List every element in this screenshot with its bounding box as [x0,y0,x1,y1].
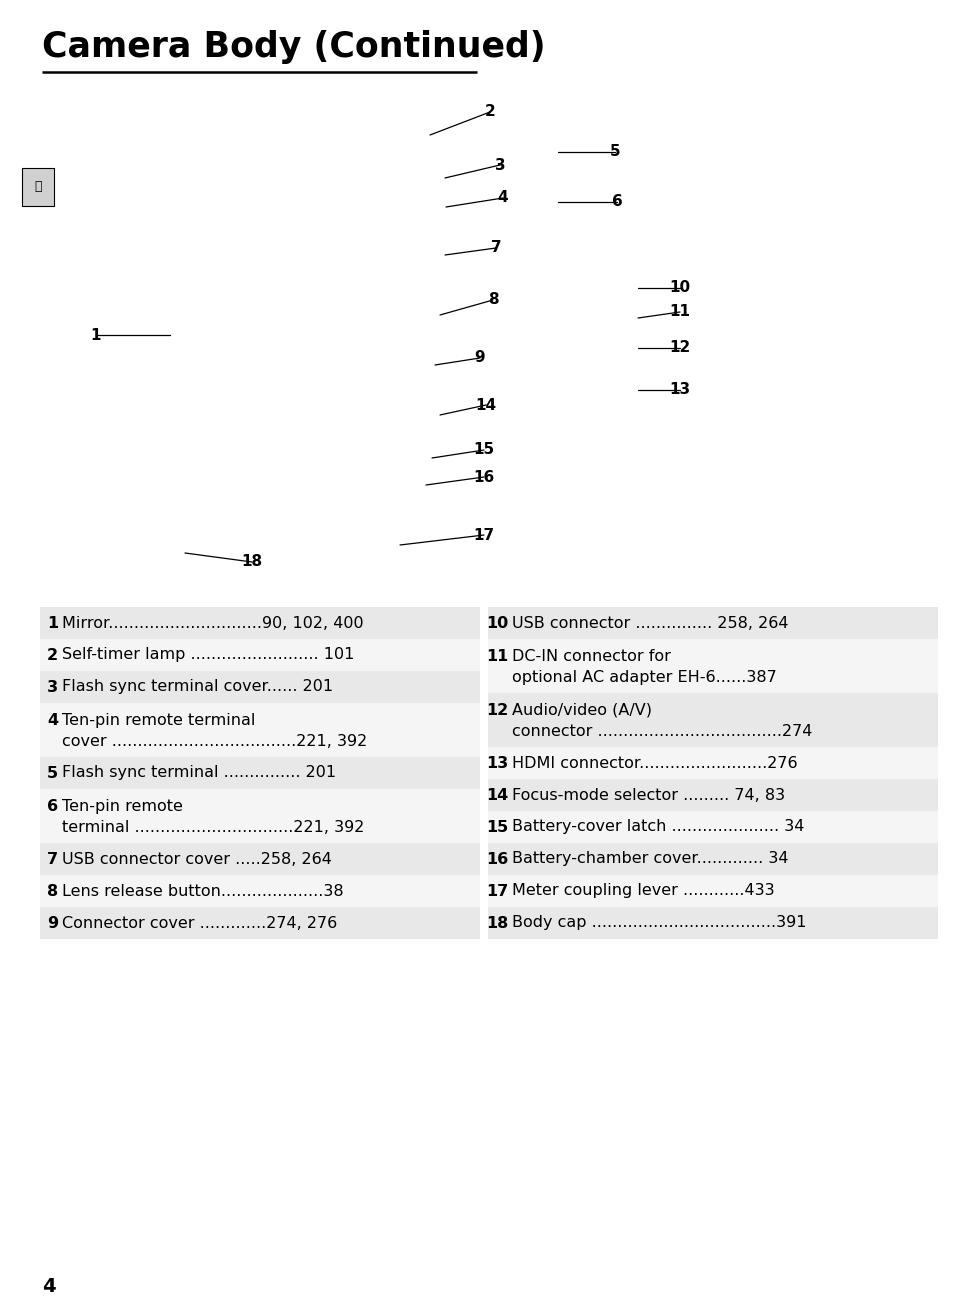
Text: 17: 17 [485,883,507,899]
Text: 1: 1 [47,615,58,631]
Bar [488,639,937,692]
Text: 3: 3 [495,158,505,172]
Bar [40,788,479,844]
Text: 14: 14 [485,787,507,803]
Text: 7: 7 [47,851,58,866]
Bar [22,168,54,206]
Text: 3: 3 [47,679,58,695]
Bar [488,875,937,907]
Text: HDMI connector.........................276: HDMI connector.........................2… [512,756,797,770]
Text: 6: 6 [611,194,621,209]
Bar [40,875,479,907]
Text: Connector cover .............274, 276: Connector cover .............274, 276 [62,916,337,930]
Text: 15: 15 [485,820,507,834]
Bar [488,746,937,779]
Text: 5: 5 [609,145,619,159]
Text: 15: 15 [473,443,494,457]
Text: 9: 9 [47,916,58,930]
Text: 4: 4 [42,1276,55,1296]
Text: 8: 8 [47,883,58,899]
Text: terminal ...............................221, 392: terminal ...............................… [62,820,364,836]
Text: 18: 18 [485,916,507,930]
Text: Focus-mode selector ......... 74, 83: Focus-mode selector ......... 74, 83 [512,787,784,803]
Bar [40,639,479,671]
Text: 1: 1 [91,327,101,343]
Bar [40,671,479,703]
Text: USB connector ............... 258, 264: USB connector ............... 258, 264 [512,615,788,631]
Text: USB connector cover .....258, 264: USB connector cover .....258, 264 [62,851,332,866]
Text: Flash sync terminal ............... 201: Flash sync terminal ............... 201 [62,766,335,781]
Text: Flash sync terminal cover...... 201: Flash sync terminal cover...... 201 [62,679,333,695]
Text: 16: 16 [473,469,494,485]
Text: 6: 6 [47,799,58,813]
Bar [40,607,479,639]
Text: Body cap ....................................391: Body cap ...............................… [512,916,805,930]
Text: 7: 7 [490,240,500,255]
Text: Battery-chamber cover............. 34: Battery-chamber cover............. 34 [512,851,788,866]
Text: 4: 4 [497,191,508,205]
Text: 13: 13 [485,756,507,770]
Bar [40,907,479,940]
Text: 13: 13 [669,382,690,398]
Text: Mirror..............................90, 102, 400: Mirror..............................90, … [62,615,363,631]
Text: Ten-pin remote terminal: Ten-pin remote terminal [62,712,255,728]
Text: 🔲: 🔲 [34,180,42,193]
Text: 14: 14 [475,398,497,413]
Text: 4: 4 [47,712,58,728]
Text: 2: 2 [484,105,495,120]
Bar [488,811,937,844]
Text: connector ....................................274: connector ..............................… [512,724,812,740]
Bar [488,607,937,639]
Text: 10: 10 [485,615,507,631]
Text: Ten-pin remote: Ten-pin remote [62,799,183,813]
Text: 11: 11 [485,649,507,664]
Bar [488,692,937,746]
Text: Audio/video (A/V): Audio/video (A/V) [512,703,651,717]
Text: Self-timer lamp ......................... 101: Self-timer lamp ........................… [62,648,354,662]
Text: DC-IN connector for: DC-IN connector for [512,649,670,664]
Bar [40,703,479,757]
Text: 16: 16 [485,851,507,866]
Text: 9: 9 [475,351,485,365]
Text: 5: 5 [47,766,58,781]
Text: cover ....................................221, 392: cover ..................................… [62,735,367,749]
Bar [40,844,479,875]
Bar [488,907,937,940]
Text: Camera Body (Continued): Camera Body (Continued) [42,30,545,64]
Text: 18: 18 [241,555,262,569]
Text: 8: 8 [487,293,497,307]
Text: 10: 10 [669,280,690,296]
Text: 2: 2 [47,648,58,662]
Text: 12: 12 [669,340,690,356]
Bar [488,779,937,811]
Bar [40,757,479,788]
Bar [488,844,937,875]
Text: 11: 11 [669,305,690,319]
Text: optional AC adapter EH-6......387: optional AC adapter EH-6......387 [512,670,776,686]
Text: Meter coupling lever ............433: Meter coupling lever ............433 [512,883,774,899]
Text: 17: 17 [473,527,494,543]
Text: Battery-cover latch ..................... 34: Battery-cover latch ....................… [512,820,803,834]
Text: Lens release button....................38: Lens release button....................3… [62,883,343,899]
Text: 12: 12 [485,703,507,717]
